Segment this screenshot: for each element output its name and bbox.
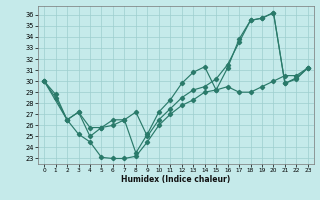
X-axis label: Humidex (Indice chaleur): Humidex (Indice chaleur): [121, 175, 231, 184]
